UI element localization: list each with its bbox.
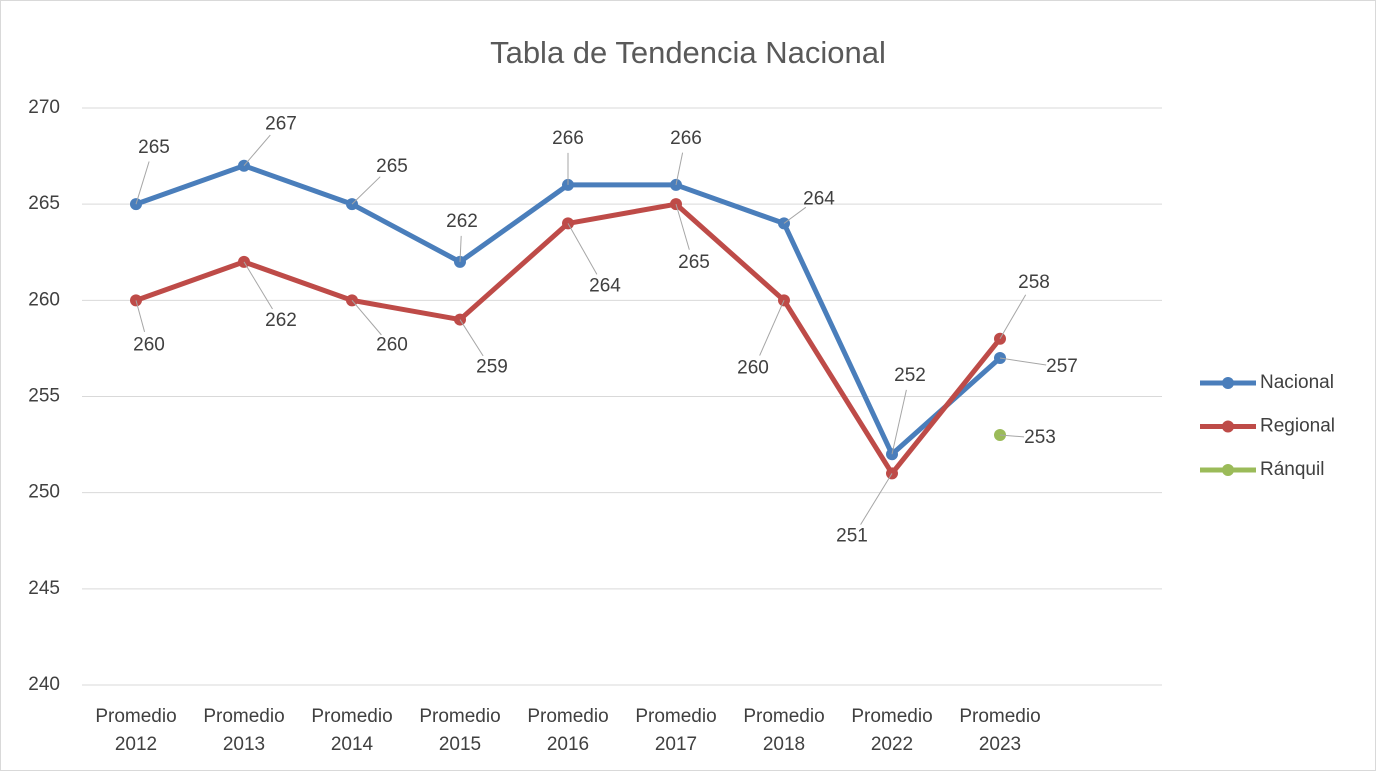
data-label: 253 <box>1024 427 1056 448</box>
x-tick-label: Promedio 2012 <box>95 706 176 755</box>
y-tick-label: 255 <box>28 386 60 407</box>
leader-line <box>999 294 1027 340</box>
data-label: 266 <box>552 128 584 149</box>
data-label: 257 <box>1046 356 1078 377</box>
x-tick-label: Promedio 2017 <box>635 706 716 755</box>
leader-line <box>999 357 1047 366</box>
data-label: 265 <box>678 252 710 273</box>
data-label: 258 <box>1018 272 1050 293</box>
data-label: 266 <box>670 128 702 149</box>
y-tick-label: 245 <box>28 578 60 599</box>
x-tick-label: Promedio 2016 <box>527 706 608 755</box>
legend-label: Ránquil <box>1260 459 1324 480</box>
data-label: 265 <box>376 156 408 177</box>
data-label: 252 <box>894 365 926 386</box>
data-label: 262 <box>265 310 297 331</box>
leader-line <box>459 319 484 357</box>
leader-line <box>351 300 382 336</box>
data-label: 262 <box>446 211 478 232</box>
y-tick-label: 260 <box>28 289 60 310</box>
data-label: 260 <box>737 357 769 378</box>
leader-line <box>999 434 1025 438</box>
leader-line <box>860 473 893 525</box>
leader-line <box>675 204 690 250</box>
x-tick-label: Promedio 2023 <box>959 706 1040 755</box>
x-tick-label: Promedio 2015 <box>419 706 500 755</box>
legend-marker <box>1222 464 1234 476</box>
leader-line <box>459 235 462 262</box>
leader-line <box>243 261 273 310</box>
leader-line <box>135 300 146 333</box>
x-tick-label: Promedio 2013 <box>203 706 284 755</box>
chart-title: Tabla de Tendencia Nacional <box>490 35 886 70</box>
data-label: 259 <box>476 357 508 378</box>
x-tick-label: Promedio 2014 <box>311 706 392 755</box>
leader-line <box>891 389 907 455</box>
x-tick-label: Promedio 2022 <box>851 706 932 755</box>
leader-line <box>675 152 684 186</box>
leader-line <box>243 134 271 167</box>
legend-label: Nacional <box>1260 372 1334 393</box>
x-tick-label: Promedio 2018 <box>743 706 824 755</box>
leader-line <box>351 176 381 205</box>
leader-line <box>783 206 807 224</box>
y-tick-label: 270 <box>28 97 60 118</box>
legend-label: Regional <box>1260 416 1335 437</box>
y-tick-label: 265 <box>28 193 60 214</box>
data-label: 260 <box>133 334 165 355</box>
legend-marker <box>1222 420 1234 433</box>
data-label: 264 <box>589 275 621 296</box>
data-label: 264 <box>803 188 835 209</box>
leader-line <box>567 223 598 275</box>
leader-line <box>759 300 785 356</box>
legend-marker <box>1222 377 1234 389</box>
data-label: 265 <box>138 137 170 158</box>
data-label: 251 <box>836 525 868 546</box>
data-label: 260 <box>376 334 408 355</box>
y-tick-label: 240 <box>28 674 60 695</box>
leader-line <box>135 161 150 205</box>
y-tick-label: 250 <box>28 482 60 503</box>
data-label: 267 <box>265 114 297 135</box>
